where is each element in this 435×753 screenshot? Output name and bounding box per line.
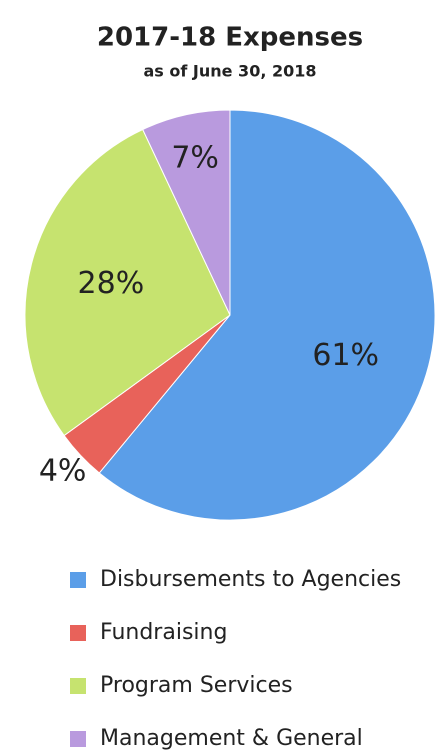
legend-label: Program Services: [100, 673, 293, 698]
legend-swatch: [70, 731, 86, 747]
legend-swatch: [70, 678, 86, 694]
slice-label: 61%: [312, 338, 379, 373]
legend-label: Disbursements to Agencies: [100, 567, 401, 592]
slice-label: 28%: [78, 266, 145, 301]
chart-subtitle: as of June 30, 2018: [143, 62, 316, 81]
slice-label: 4%: [39, 454, 87, 489]
legend-label: Management & General: [100, 726, 363, 751]
pie-slice: [98, 109, 435, 521]
slice-label: 7%: [171, 140, 219, 175]
chart-title: 2017-18 Expenses: [97, 23, 363, 53]
pie-slice: [142, 109, 231, 316]
legend-label: Fundraising: [100, 620, 227, 645]
pie-slice: [24, 128, 231, 437]
legend-swatch: [70, 572, 86, 588]
legend-swatch: [70, 625, 86, 641]
